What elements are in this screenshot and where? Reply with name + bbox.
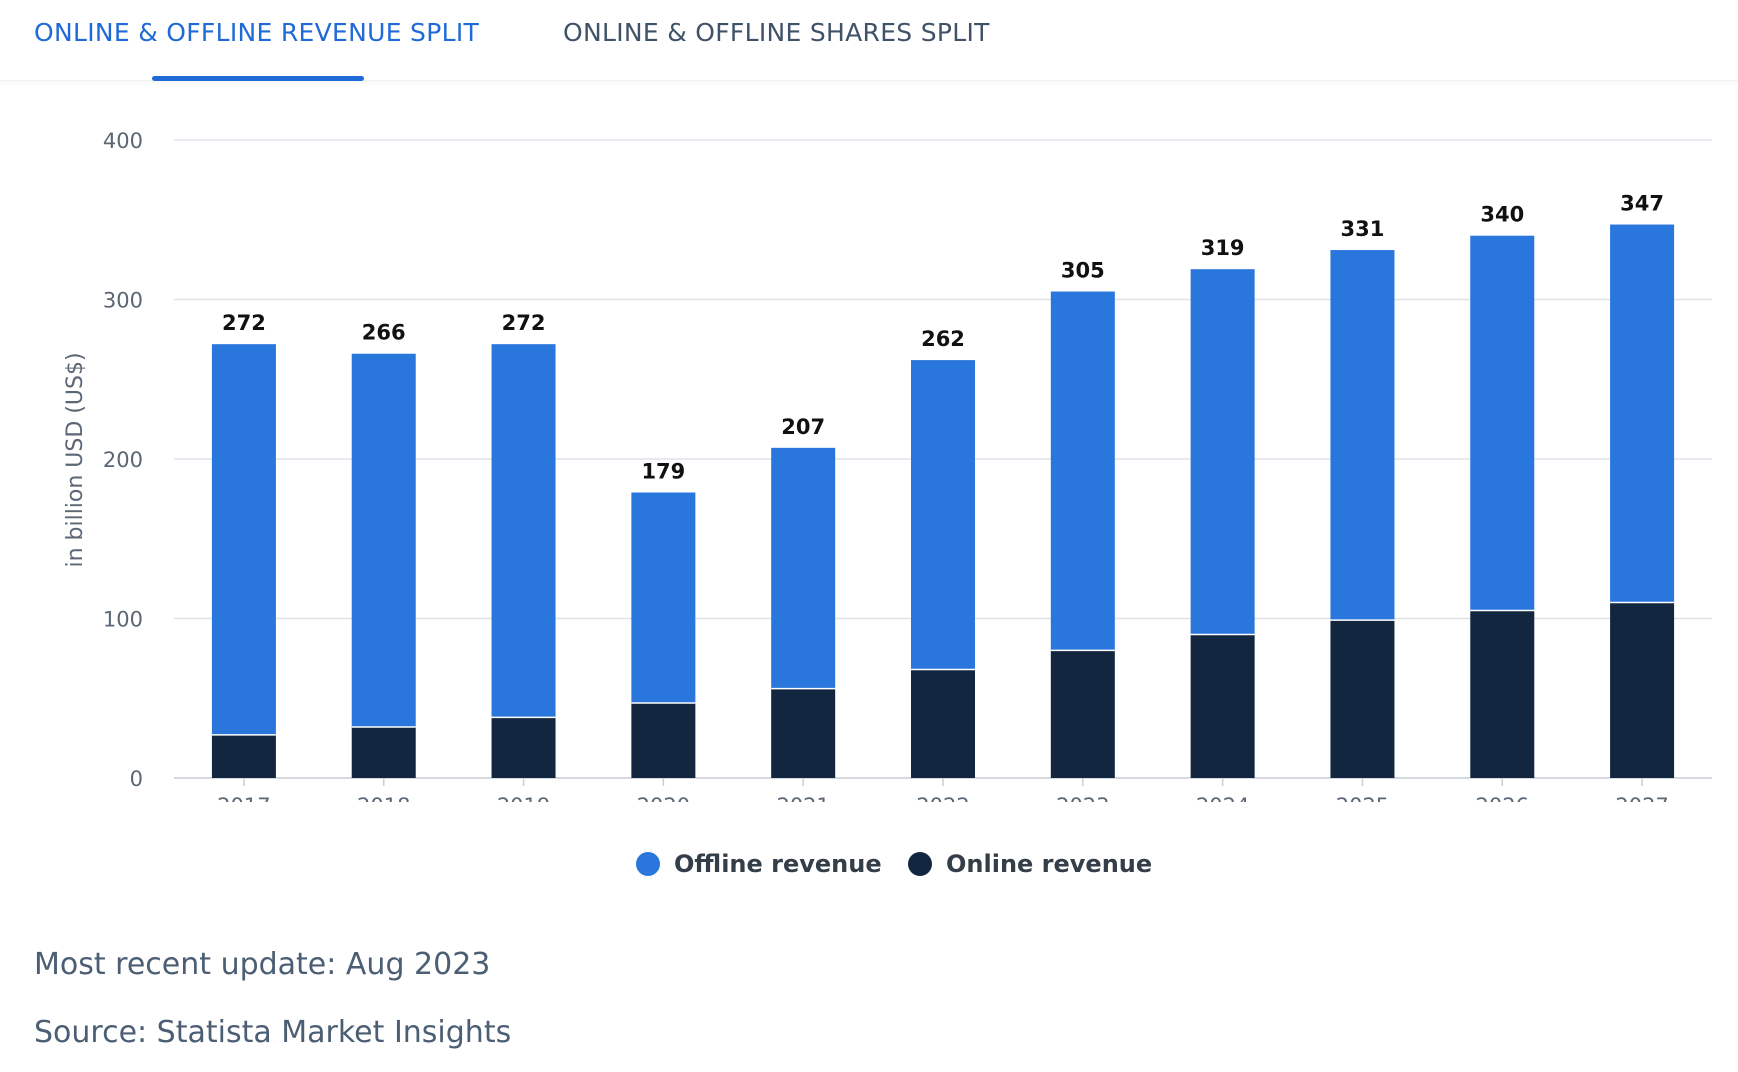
x-axis-ticks: 2017 2018 2019 2020 2021 2022 2023 2024 2025 2026… <box>217 778 1669 802</box>
x-tick-label: 2020 <box>637 794 690 802</box>
x-tick-label: 2027 <box>1615 794 1668 802</box>
total-label-2019: 272 <box>502 311 546 335</box>
x-tick-label: 2024 <box>1196 794 1249 802</box>
bar-online-2021[interactable] <box>771 688 836 778</box>
total-label-2022: 262 <box>921 327 965 351</box>
tab-revenue-split[interactable]: ONLINE & OFFLINE REVENUE SPLIT <box>34 18 480 47</box>
x-tick-label: 2023 <box>1056 794 1109 802</box>
bar-offline-2021[interactable] <box>771 447 836 689</box>
bar-offline-2025[interactable] <box>1330 250 1395 621</box>
y-tick-label: 0 <box>130 767 143 791</box>
bar-online-2019[interactable] <box>491 717 556 778</box>
x-tick-label: 2022 <box>916 794 969 802</box>
bar-online-2022[interactable] <box>911 669 975 778</box>
bars <box>211 224 1675 778</box>
offline-dot-icon <box>636 852 660 876</box>
bar-online-2023[interactable] <box>1050 650 1115 778</box>
legend-label-offline: Offline revenue <box>674 850 882 878</box>
legend-label-online: Online revenue <box>946 850 1153 878</box>
total-label-2027: 347 <box>1620 192 1664 216</box>
x-tick-label: 2026 <box>1476 794 1529 802</box>
x-tick-label: 2018 <box>357 794 410 802</box>
total-label-2025: 331 <box>1341 217 1385 241</box>
x-tick-label: 2021 <box>776 794 829 802</box>
y-tick-label: 300 <box>103 289 143 313</box>
total-label-2024: 319 <box>1201 236 1245 260</box>
bar-total-labels: 272 266 272 179 207 262 305 319 331 340 347 <box>222 192 1664 484</box>
bar-online-2025[interactable] <box>1330 620 1395 778</box>
bar-offline-2019[interactable] <box>491 344 556 718</box>
bar-online-2018[interactable] <box>351 726 416 778</box>
bar-offline-2018[interactable] <box>351 353 416 727</box>
total-label-2017: 272 <box>222 311 266 335</box>
bar-online-2027[interactable] <box>1610 602 1675 778</box>
x-tick-label: 2017 <box>217 794 270 802</box>
tab-bar: ONLINE & OFFLINE REVENUE SPLIT ONLINE & … <box>0 0 1738 81</box>
x-tick-label: 2019 <box>497 794 550 802</box>
active-tab-indicator <box>152 76 364 81</box>
bar-online-2020[interactable] <box>631 703 696 778</box>
bar-offline-2020[interactable] <box>631 492 696 704</box>
y-tick-label: 100 <box>103 608 143 632</box>
y-axis-ticks: 0 100 200 300 400 <box>103 129 143 791</box>
total-label-2021: 207 <box>781 415 825 439</box>
y-tick-label: 400 <box>103 129 143 153</box>
y-tick-label: 200 <box>103 448 143 472</box>
y-axis-label: in billion USD (US$) <box>63 352 88 567</box>
bar-offline-2022[interactable] <box>911 360 975 670</box>
total-label-2023: 305 <box>1061 259 1105 283</box>
bar-online-2017[interactable] <box>211 734 276 778</box>
total-label-2026: 340 <box>1480 203 1524 227</box>
x-tick-label: 2025 <box>1336 794 1389 802</box>
tab-shares-split[interactable]: ONLINE & OFFLINE SHARES SPLIT <box>563 18 990 47</box>
bar-offline-2017[interactable] <box>211 344 276 735</box>
total-label-2020: 179 <box>641 459 685 483</box>
most-recent-update: Most recent update: Aug 2023 <box>34 947 491 982</box>
bar-offline-2024[interactable] <box>1190 269 1255 635</box>
stacked-bar-chart: 0 100 200 300 400 in billion USD (US$) 272 26… <box>63 129 1712 802</box>
legend: Offline revenue Online revenue <box>0 850 1738 886</box>
bar-offline-2023[interactable] <box>1050 291 1115 651</box>
total-label-2018: 266 <box>362 321 406 345</box>
bar-online-2024[interactable] <box>1190 634 1255 778</box>
legend-item-offline[interactable]: Offline revenue <box>636 850 882 878</box>
online-dot-icon <box>908 852 932 876</box>
bar-online-2026[interactable] <box>1470 610 1535 778</box>
bar-offline-2026[interactable] <box>1470 235 1535 611</box>
legend-item-online[interactable]: Online revenue <box>908 850 1152 878</box>
bar-offline-2027[interactable] <box>1610 224 1675 603</box>
source-note: Source: Statista Market Insights <box>34 1015 512 1050</box>
